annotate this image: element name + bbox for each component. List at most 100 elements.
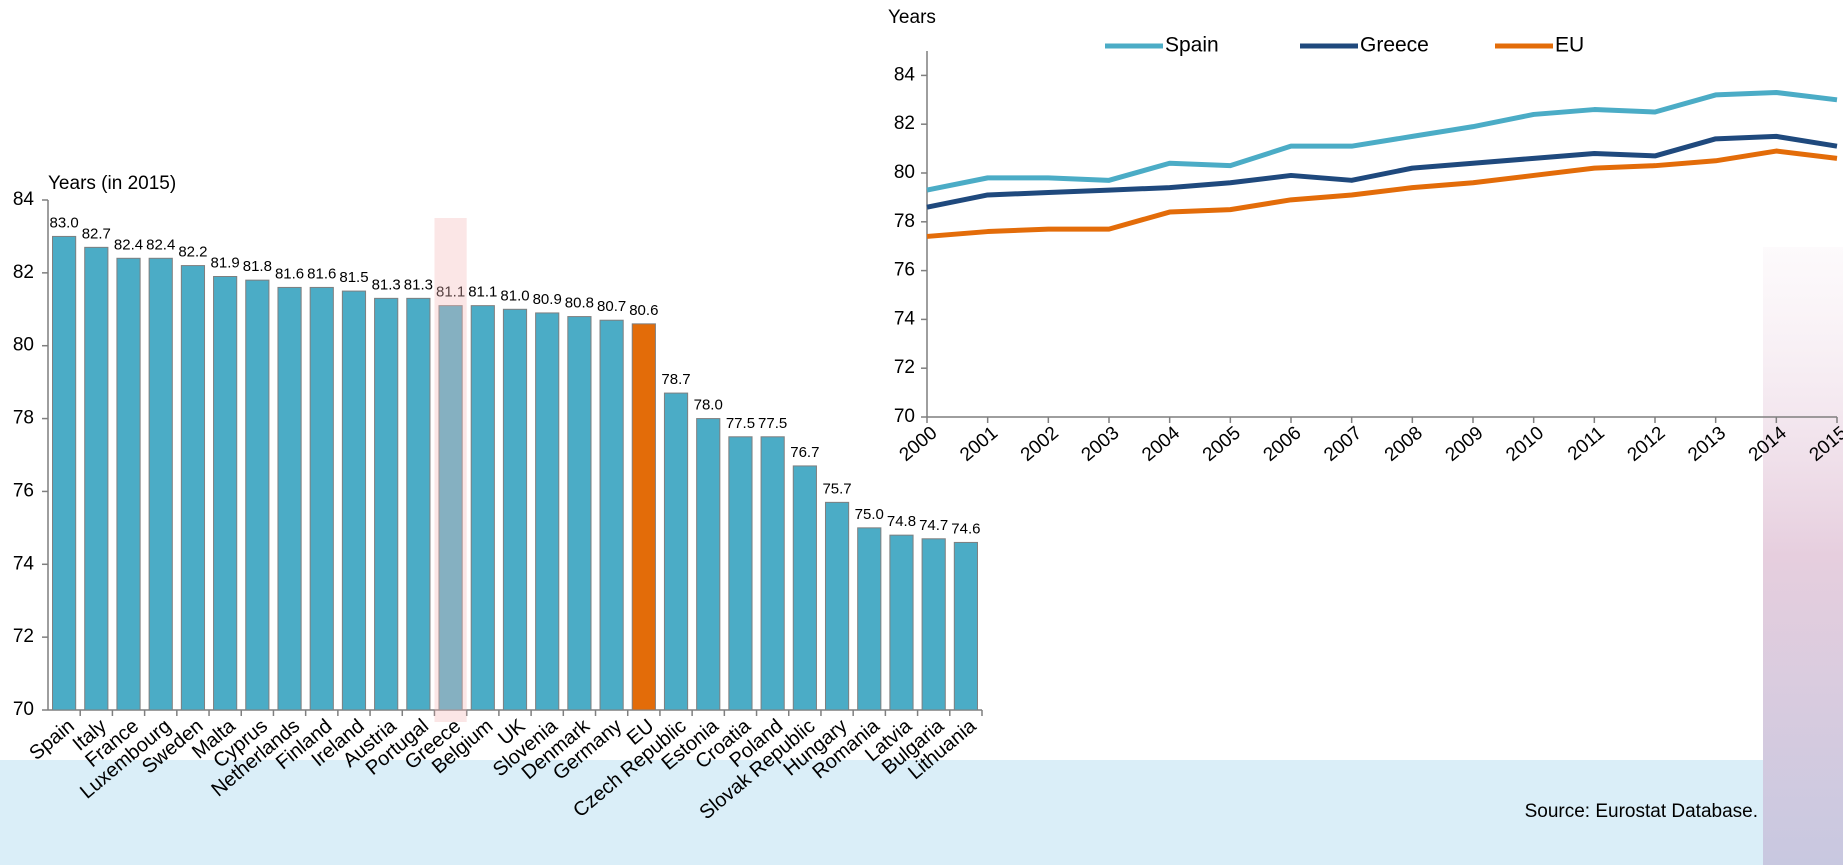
x-tick-label: 2010 xyxy=(1502,423,1548,466)
x-tick-label: 2013 xyxy=(1684,423,1730,466)
value-label: 80.8 xyxy=(565,295,594,312)
bar xyxy=(502,308,528,711)
x-tick-label: 2012 xyxy=(1624,423,1670,466)
value-label: 81.3 xyxy=(404,276,433,293)
bar xyxy=(374,297,399,711)
x-tick-label: 2007 xyxy=(1320,423,1366,466)
value-label: 74.6 xyxy=(951,520,980,537)
bar xyxy=(84,246,109,711)
y-tick-label: 72 xyxy=(894,357,915,378)
x-tick-label: 2008 xyxy=(1381,423,1427,466)
x-tick-label: 2009 xyxy=(1442,423,1488,466)
line xyxy=(926,89,1838,193)
x-tick-label: 2006 xyxy=(1260,423,1306,466)
y-tick-label: 70 xyxy=(894,406,915,427)
legend-label: Spain xyxy=(1165,34,1219,57)
x-tick-label: 2005 xyxy=(1199,423,1245,466)
value-label: 81.6 xyxy=(275,265,304,282)
bar xyxy=(213,276,238,711)
x-tick-label: 2000 xyxy=(896,423,942,466)
bar xyxy=(309,286,334,711)
bar xyxy=(470,305,495,711)
bar xyxy=(180,265,206,711)
bar xyxy=(116,257,141,711)
y-tick-label: 78 xyxy=(13,408,34,429)
bar xyxy=(341,290,367,711)
value-label: 81.3 xyxy=(372,276,401,293)
source: Source: Eurostat Database. xyxy=(1525,801,1758,822)
y-tick-label: 76 xyxy=(894,260,915,281)
y-tick-label: 80 xyxy=(894,162,915,183)
y-tick-label: 80 xyxy=(13,335,34,356)
bar xyxy=(921,538,946,711)
footer-band xyxy=(0,760,1843,865)
x-tick-label: 2001 xyxy=(956,423,1002,466)
bar xyxy=(953,541,978,711)
value-label: 77.5 xyxy=(726,415,755,432)
x-tick-label: 2003 xyxy=(1078,423,1124,466)
value-label: 81.8 xyxy=(243,258,272,275)
value-label: 81.6 xyxy=(307,265,336,282)
bar xyxy=(792,465,817,711)
y-tick-label: 70 xyxy=(13,699,34,720)
bar xyxy=(535,312,560,711)
value-label: 82.4 xyxy=(146,236,175,253)
y-tick-label: 84 xyxy=(13,189,35,210)
x-tick-label: 2002 xyxy=(1017,423,1063,466)
bar xyxy=(406,297,431,711)
value-label: 80.7 xyxy=(597,298,626,315)
y-tick-label: 76 xyxy=(13,480,34,501)
y-tick-label: 84 xyxy=(894,64,916,85)
y-tick-label: 82 xyxy=(13,262,34,283)
bar xyxy=(889,534,914,711)
bar xyxy=(760,436,785,711)
value-label: 81.9 xyxy=(211,254,240,271)
bar xyxy=(696,418,721,711)
value-label: 82.4 xyxy=(114,236,143,253)
value-label: 82.2 xyxy=(178,244,207,261)
bar xyxy=(599,319,624,711)
bar xyxy=(857,527,882,711)
bar xyxy=(438,305,463,711)
bar xyxy=(52,235,77,711)
bar xyxy=(148,257,173,711)
value-label: 81.5 xyxy=(339,269,368,286)
value-label: 75.0 xyxy=(855,506,884,523)
value-label: 81.0 xyxy=(500,287,529,304)
legend-label: EU xyxy=(1555,34,1584,57)
bar xyxy=(824,501,850,711)
y-tick-label: 78 xyxy=(894,211,915,232)
highlight xyxy=(434,218,467,722)
y-tick-label: 72 xyxy=(13,626,34,647)
y-tick-label: 82 xyxy=(894,113,915,134)
bar xyxy=(245,279,270,711)
x-tick-label: 2004 xyxy=(1138,422,1184,466)
value-label: 80.9 xyxy=(533,291,562,308)
bar xyxy=(567,316,592,711)
bar xyxy=(277,286,302,711)
value-label: 78.7 xyxy=(661,371,690,388)
bar xyxy=(663,392,689,711)
bar xyxy=(631,323,656,711)
value-label: 81.1 xyxy=(468,284,497,301)
line xyxy=(926,133,1838,210)
value-label: 75.7 xyxy=(822,480,851,497)
x-tick-label: 2011 xyxy=(1564,423,1609,465)
value-label: 76.7 xyxy=(790,444,819,461)
value-label: 82.7 xyxy=(82,225,111,242)
line xyxy=(926,148,1838,239)
side-strip xyxy=(1763,247,1843,865)
value-label: 83.0 xyxy=(50,214,79,231)
y-tick-label: 74 xyxy=(13,553,35,574)
value-label: 77.5 xyxy=(758,415,787,432)
y-axis-label: Years (in 2015) xyxy=(48,173,176,194)
y-tick-label: 74 xyxy=(894,308,916,329)
y-axis-label: Years xyxy=(888,7,936,28)
value-label: 74.8 xyxy=(887,513,916,530)
value-label: 78.0 xyxy=(694,397,723,414)
bar xyxy=(728,436,753,711)
value-label: 74.7 xyxy=(919,517,948,534)
value-label: 80.6 xyxy=(629,302,658,319)
legend-label: Greece xyxy=(1360,34,1429,57)
